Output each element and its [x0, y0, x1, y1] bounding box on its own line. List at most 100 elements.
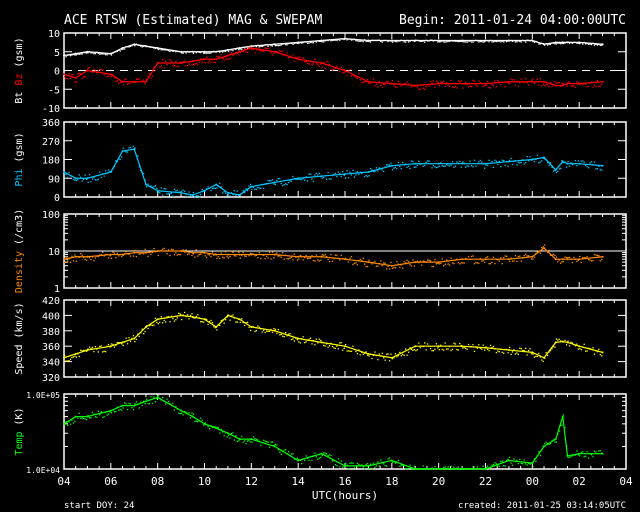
data-dot [440, 344, 442, 346]
data-dot [99, 254, 101, 256]
data-dot [274, 443, 277, 445]
data-dot [83, 256, 85, 259]
data-dot [333, 257, 335, 260]
data-dot [432, 265, 435, 268]
data-dot [289, 257, 291, 259]
data-dot [476, 162, 479, 165]
data-dot [541, 246, 543, 249]
data-dot [403, 41, 405, 43]
data-dot [178, 312, 180, 314]
data-dot [504, 40, 506, 42]
data-dot [567, 340, 569, 342]
data-dot [374, 351, 376, 353]
data-dot [244, 324, 246, 327]
data-point [461, 468, 464, 470]
data-dot [419, 260, 421, 262]
data-dot [296, 57, 299, 59]
data-dot [292, 43, 294, 45]
data-point [121, 253, 124, 256]
data-dot [481, 468, 483, 470]
data-dot [328, 178, 331, 180]
data-dot [406, 468, 408, 470]
data-dot [465, 347, 467, 349]
data-dot [223, 59, 225, 61]
data-dot [500, 348, 502, 350]
data-dot [478, 80, 480, 82]
data-dot [115, 80, 117, 83]
data-point [156, 318, 159, 321]
data-dot [244, 255, 246, 257]
data-dot [410, 468, 413, 470]
data-dot [359, 171, 361, 173]
data-dot [359, 79, 361, 81]
data-dot [327, 258, 329, 261]
data-dot [346, 350, 348, 352]
y-axis-label-part: (km/s) [14, 302, 25, 338]
data-dot [356, 171, 359, 173]
data-dot [132, 335, 135, 337]
data-dot [375, 167, 378, 169]
data-dot [109, 411, 111, 413]
data-dot [80, 417, 82, 419]
data-dot [150, 185, 152, 187]
data-dot [84, 258, 86, 260]
data-dot [559, 42, 562, 45]
data-dot [68, 73, 70, 75]
data-point [191, 415, 194, 418]
data-dot [296, 178, 299, 181]
data-dot [437, 347, 439, 349]
data-dot [81, 254, 83, 256]
data-dot [151, 186, 154, 189]
data-dot [503, 81, 505, 84]
data-dot [580, 261, 582, 264]
data-dot [90, 181, 92, 183]
data-dot [246, 189, 249, 192]
data-dot [248, 255, 250, 257]
data-point [144, 45, 147, 48]
data-dot [78, 174, 80, 176]
data-dot [434, 259, 436, 261]
data-dot [425, 261, 427, 263]
data-dot [368, 82, 370, 85]
data-dot [116, 252, 118, 255]
data-dot [576, 450, 578, 452]
data-dot [160, 49, 162, 51]
data-dot [301, 179, 303, 181]
data-dot [470, 165, 473, 167]
data-dot [500, 460, 502, 463]
data-dot [445, 41, 448, 43]
data-point [215, 50, 218, 53]
series-density [63, 244, 604, 270]
data-dot [554, 254, 556, 257]
data-dot [451, 348, 454, 351]
data-dot [125, 251, 127, 253]
data-dot [333, 347, 335, 349]
data-dot [369, 41, 372, 43]
data-dot [226, 316, 228, 318]
data-dot [358, 173, 360, 176]
data-dot [148, 325, 151, 327]
data-dot [421, 163, 423, 165]
data-dot [283, 258, 285, 260]
data-dot [390, 353, 392, 355]
data-dot [301, 255, 303, 257]
data-dot [261, 331, 263, 333]
data-dot [466, 258, 468, 260]
data-dot [447, 164, 449, 167]
data-dot [207, 186, 209, 188]
data-dot [486, 348, 489, 351]
data-dot [527, 84, 530, 86]
data-dot [478, 41, 480, 43]
data-dot [145, 78, 148, 81]
data-dot [358, 349, 360, 351]
data-dot [378, 39, 380, 41]
data-dot [416, 39, 419, 41]
data-dot [188, 51, 190, 53]
data-dot [287, 258, 290, 260]
data-dot [222, 256, 224, 258]
data-dot [457, 261, 459, 264]
data-dot [462, 161, 464, 163]
data-dot [271, 331, 274, 333]
data-dot [78, 355, 80, 358]
y-tick-label: 1 [54, 284, 60, 295]
